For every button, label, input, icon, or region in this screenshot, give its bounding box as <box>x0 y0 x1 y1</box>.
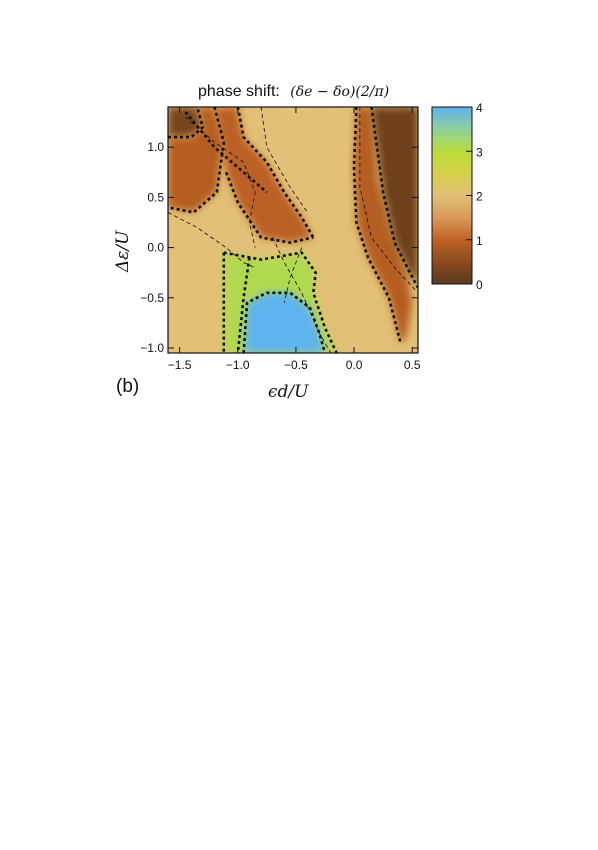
title-formula: (δe − δo)(2/π) <box>290 84 389 100</box>
colorbar-tick-label: 0 <box>476 278 483 292</box>
region-right-dark-wedge <box>371 107 418 288</box>
y-tick-label: 0.5 <box>147 190 164 204</box>
contour-lines <box>168 107 418 353</box>
x-tick-label: 0.5 <box>404 358 421 372</box>
contour-thin-5 <box>260 107 308 213</box>
x-axis-ticks: −1.5 −1.0 −0.5 0.0 0.5 <box>168 107 421 372</box>
contour-thick-8 <box>352 107 402 344</box>
contour-thin-0 <box>168 212 256 269</box>
region-right-orange-band <box>354 107 413 343</box>
contour-thick-3 <box>224 171 314 244</box>
y-tick-label: 1.0 <box>147 140 164 154</box>
x-tick-label: −1.0 <box>226 358 250 372</box>
colorbar-tick-label: 3 <box>476 145 483 159</box>
region-upper-left-band <box>168 107 224 213</box>
x-tick-label: −0.5 <box>284 358 308 372</box>
region-center-tilted-band <box>214 107 314 243</box>
y-tick-label: −1.0 <box>140 341 164 355</box>
contour-thick-1 <box>168 107 226 214</box>
contour-thick-7 <box>236 257 251 353</box>
contour-thick-0 <box>168 107 205 139</box>
colorbar-tick-label: 2 <box>476 190 483 204</box>
x-axis-label: ϵd/U <box>268 382 309 402</box>
colorbar-tick-label: 1 <box>476 234 483 248</box>
colorbar-tick-label: 4 <box>476 101 483 115</box>
x-tick-label: 0.0 <box>346 358 363 372</box>
y-axis-label: Δε/U <box>113 230 133 273</box>
region-top-left-dark <box>168 107 203 138</box>
contour-thin-3 <box>272 237 332 353</box>
colorbar-ticks: 0 1 2 3 4 <box>466 101 483 292</box>
plot-frame <box>167 106 419 354</box>
heatmap-regions <box>168 107 418 353</box>
contour-thick-4 <box>223 251 338 353</box>
colorbar: 0 1 2 3 4 <box>431 101 483 292</box>
region-blue-core <box>243 292 325 353</box>
panel-label: (b) <box>116 376 139 397</box>
title-prefix: phase shift: <box>198 83 280 100</box>
y-tick-label: 0.0 <box>147 241 164 255</box>
x-tick-label: −1.5 <box>168 358 192 372</box>
contour-thick-6 <box>242 291 327 353</box>
contour-thick-2 <box>236 107 315 239</box>
heatmap-plot: −1.5 −1.0 −0.5 0.0 0.5 −1.0 −0.5 0.0 0.5 1.0 <box>140 106 421 372</box>
y-axis-ticks: −1.0 −0.5 0.0 0.5 1.0 <box>140 140 418 355</box>
chart-title: phase shift: (δe − δo)(2/π) <box>198 83 389 100</box>
contour-thin-2 <box>283 247 303 303</box>
colorbar-gradient <box>431 106 473 285</box>
y-tick-label: −0.5 <box>140 291 164 305</box>
contour-thin-1 <box>185 116 256 248</box>
